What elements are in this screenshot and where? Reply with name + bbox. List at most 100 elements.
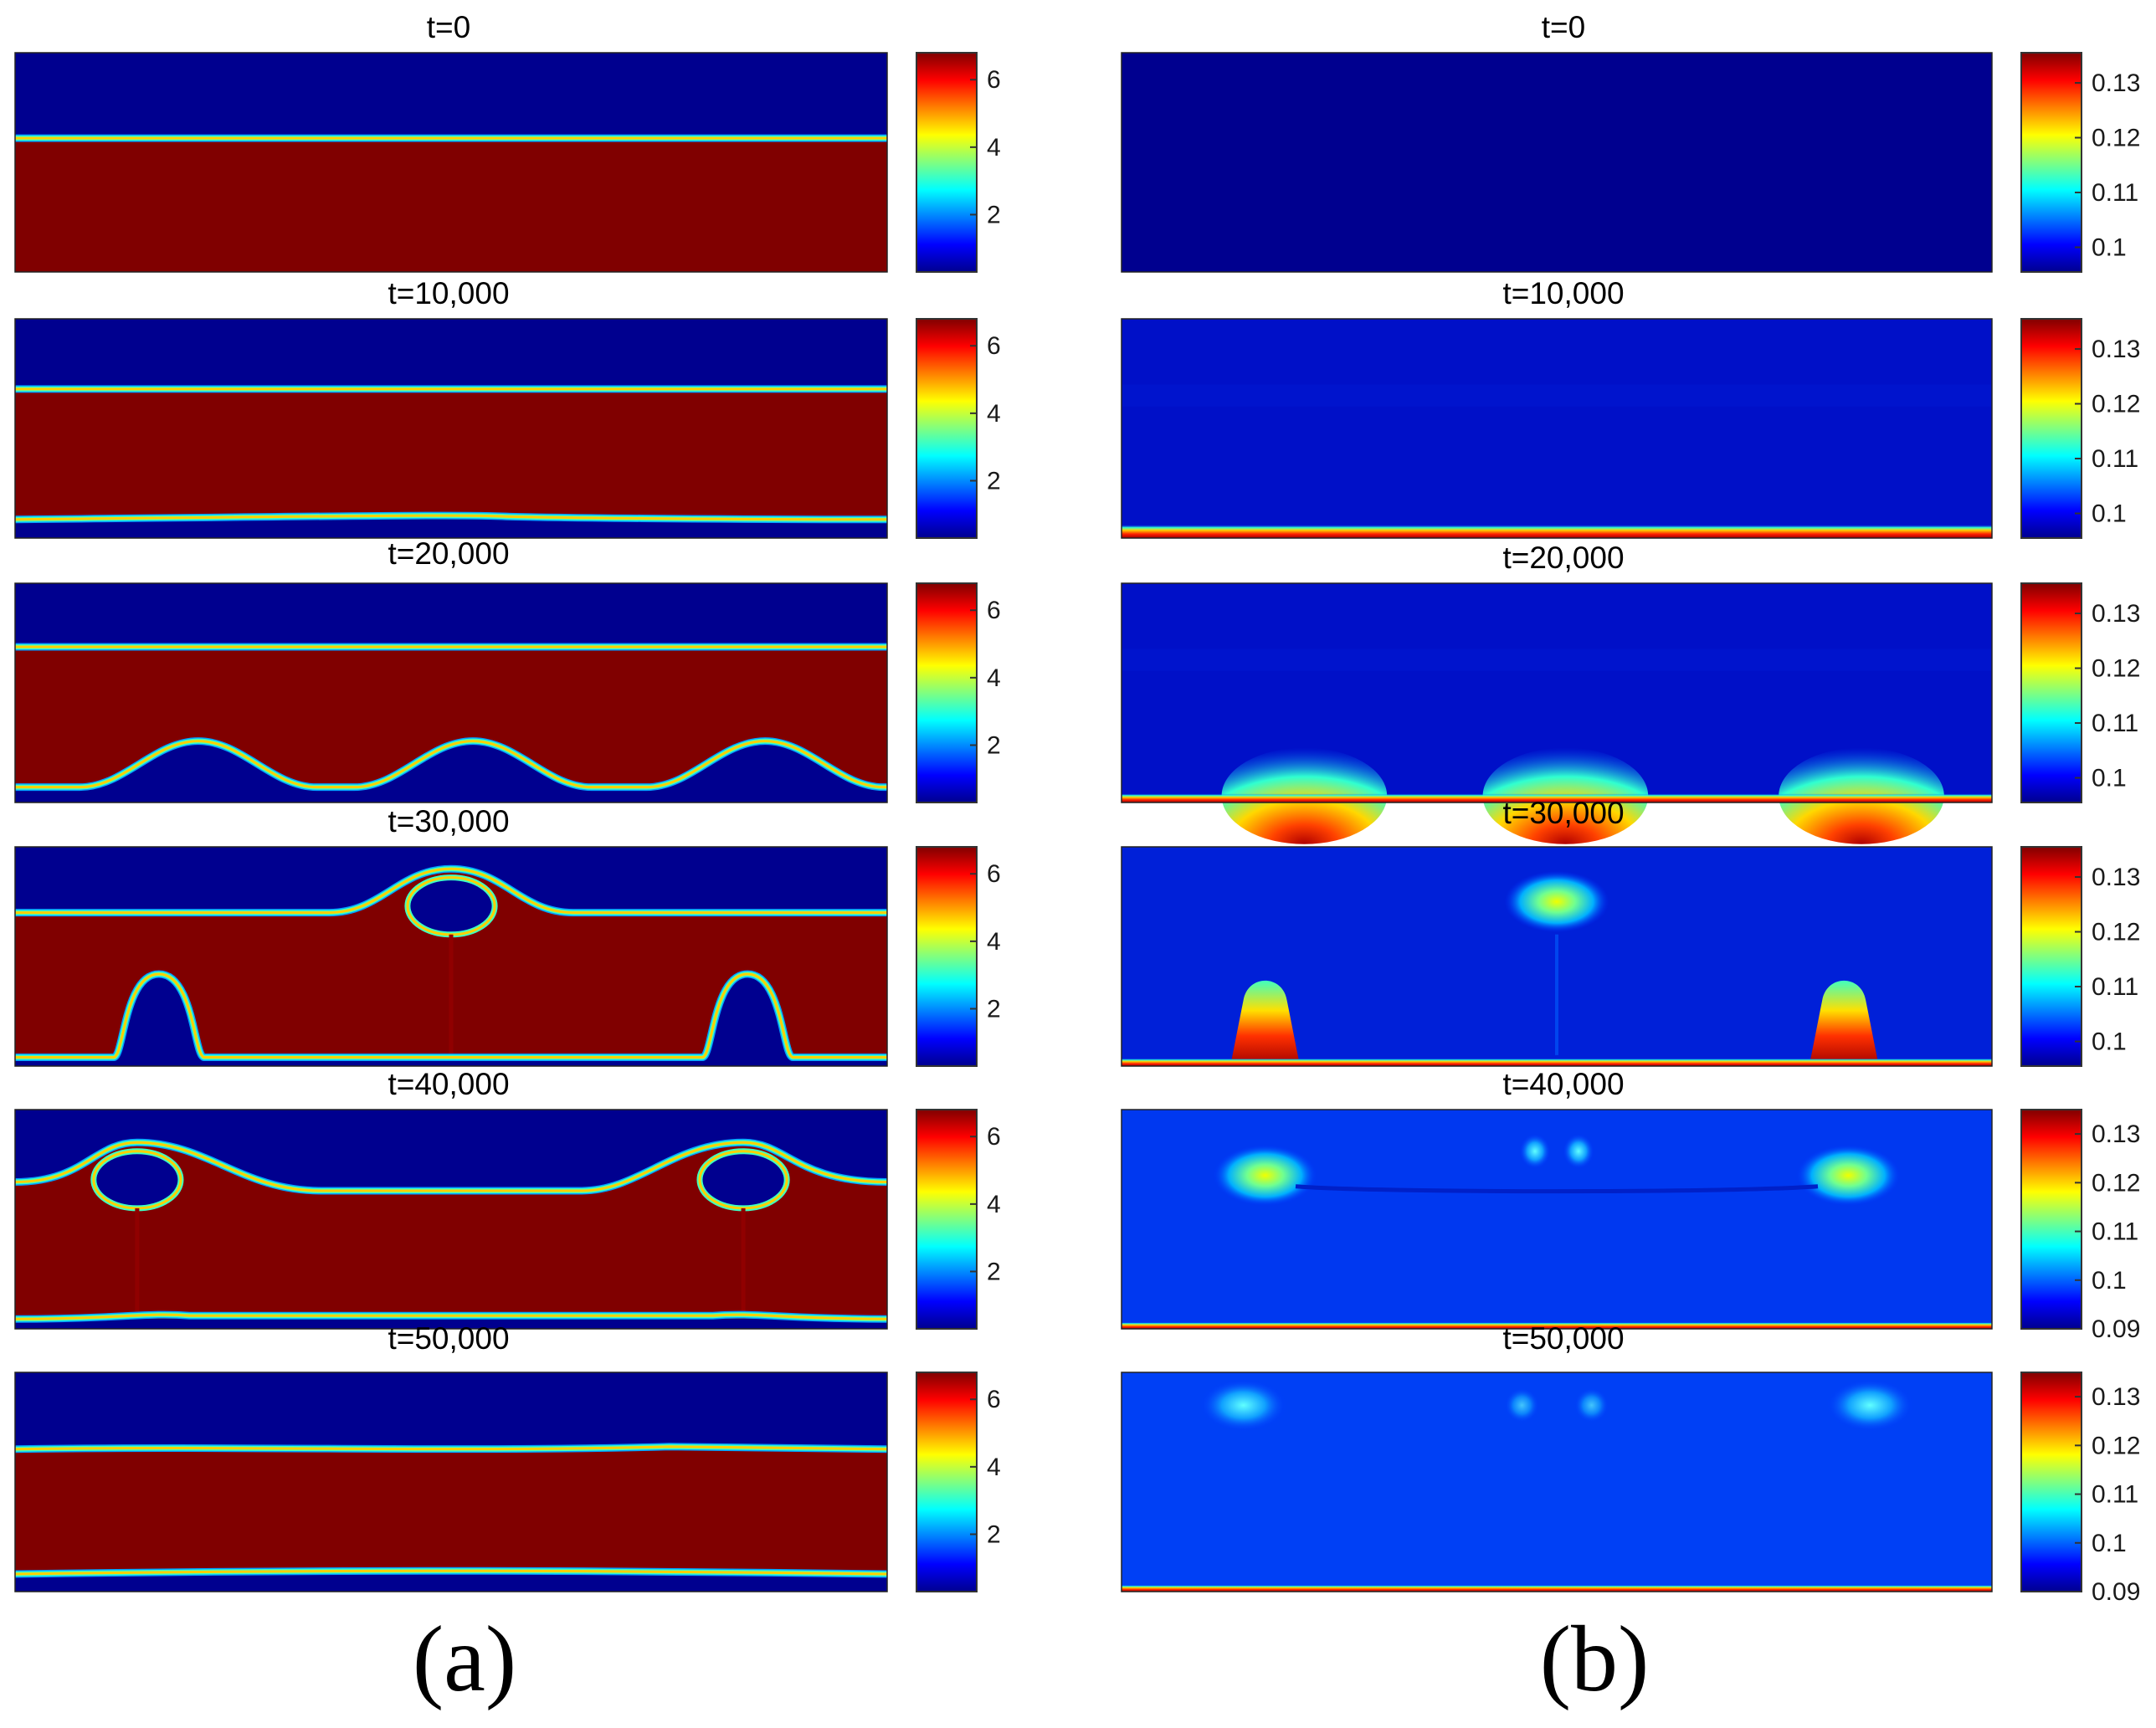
hot-blob (1504, 870, 1609, 933)
colorbar-b-4: 0.09 0.1 0.11 0.12 0.13 (2020, 1109, 2140, 1343)
panel-frame (14, 582, 888, 803)
panel-title: t=40,000 (1502, 1067, 1624, 1101)
colorbar-gradient (916, 318, 978, 539)
layer-band (1122, 649, 1992, 671)
weak-blob-1 (1519, 1133, 1551, 1169)
colorbar-a-5: 2 4 6 (916, 1372, 1001, 1592)
colorbar-tick-label: 0.12 (2092, 125, 2140, 152)
panel-b-1 (1122, 319, 1992, 538)
colorbar-tick-label: 0.1 (2092, 1530, 2127, 1557)
colorbar-tick-label: 0.13 (2092, 864, 2140, 891)
upper-fluid (15, 53, 887, 139)
colorbar-tick-label: 0.11 (2092, 973, 2138, 1001)
bottom-interface (14, 1313, 888, 1320)
interface-line (14, 1141, 888, 1192)
hot-blob-2 (1796, 1144, 1901, 1207)
colorbar-gradient (2020, 582, 2082, 803)
weak-blob-1 (1199, 1378, 1287, 1432)
boundary-layer (1122, 1322, 1992, 1329)
colorbar-a-0: 2 4 6 (916, 52, 1001, 273)
colorbar-tick-label: 6 (987, 597, 1001, 624)
colorbar-tick-label: 4 (987, 134, 1001, 162)
panel-title: t=0 (427, 10, 470, 44)
colorbar-tick-label: 0.11 (2092, 1218, 2138, 1246)
interface-line (15, 867, 887, 915)
colorbar-a-4: 2 4 6 (916, 1109, 1001, 1330)
colorbar-tick-label: 0.12 (2092, 391, 2140, 418)
panel-a-5 (14, 1372, 888, 1592)
colorbar-tick-label: 4 (987, 928, 1001, 956)
colorbar-tick-label: 4 (987, 1191, 1001, 1218)
colorbar-tick-label: 2 (987, 201, 1001, 228)
colorbar-tick-label: 0.09 (2092, 1315, 2140, 1343)
panel-title: t=50,000 (1502, 1321, 1624, 1356)
upper-fluid (15, 1110, 887, 1191)
panel-title: t=20,000 (388, 536, 509, 571)
panel-title: t=40,000 (388, 1067, 509, 1101)
interface-line (14, 1445, 888, 1451)
colorbar-gradient (916, 582, 978, 803)
panel-frame (1121, 582, 1993, 803)
colorbar-a-1: 2 4 6 (916, 318, 1001, 539)
colorbar-b-0: 0.1 0.11 0.12 0.13 (2020, 52, 2140, 273)
colorbar-tick-label: 6 (987, 66, 1001, 94)
upper-fluid (15, 847, 887, 913)
panel-frame (14, 1109, 888, 1330)
panel-frame (1121, 1109, 1993, 1330)
panel-title: t=30,000 (388, 804, 509, 838)
panel-title: t=0 (1542, 10, 1585, 44)
panel-frame (1121, 52, 1993, 273)
colorbar-b-2: 0.1 0.11 0.12 0.13 (2020, 582, 2140, 803)
colorbar-b-3: 0.1 0.11 0.12 0.13 (2020, 846, 2140, 1067)
faint-blob-2 (1573, 1387, 1609, 1423)
weak-blob-2 (1563, 1133, 1594, 1169)
boundary-layer (1122, 1585, 1992, 1592)
colorbar-tick-label: 0.12 (2092, 1432, 2140, 1459)
colorbar-gradient (2020, 1109, 2082, 1330)
colorbar-tick-label: 0.09 (2092, 1578, 2140, 1606)
lower-fluid (15, 1574, 887, 1592)
faint-blob-1 (1504, 1387, 1540, 1423)
panel-a-1 (14, 319, 888, 538)
colorbar-tick-label: 0.1 (2092, 765, 2127, 792)
boundary-layer (1122, 793, 1992, 802)
panel-frame (14, 318, 888, 539)
bubble-edge (698, 1150, 788, 1210)
colorbar-tick-label: 2 (987, 1258, 1001, 1285)
plume-1 (1230, 980, 1301, 1066)
colorbar-tick-label: 0.11 (2092, 1481, 2138, 1509)
colorbar-gradient (2020, 846, 2082, 1067)
colorbar-tick-label: 2 (987, 995, 1001, 1023)
colorbar-gradient (916, 1109, 978, 1330)
panel-frame (14, 846, 888, 1067)
panel-title: t=10,000 (388, 276, 509, 310)
panel-frame (1121, 1372, 1993, 1592)
bubble-edge (92, 1150, 182, 1210)
colorbar-tick-label: 0.13 (2092, 336, 2140, 363)
colorbar-a-2: 2 4 6 (916, 582, 1001, 803)
layer-band (1122, 384, 1992, 407)
panel-b-5 (1122, 1372, 1992, 1592)
colorbar-tick-label: 6 (987, 860, 1001, 888)
colorbar-tick-label: 2 (987, 467, 1001, 495)
panel-b-3 (1122, 847, 1992, 1066)
colorbar-tick-label: 0.1 (2092, 234, 2127, 262)
colorbar-tick-label: 0.12 (2092, 919, 2140, 946)
colorbar-tick-label: 0.1 (2092, 1267, 2127, 1295)
colorbar-tick-label: 2 (987, 731, 1001, 759)
colorbar-gradient (2020, 318, 2082, 539)
lower-fluid (15, 519, 887, 538)
hot-blob-1 (1213, 1144, 1317, 1207)
upper-fluid (15, 1372, 887, 1449)
colorbar-tick-label: 0.1 (2092, 500, 2127, 528)
interface-trace (1295, 1184, 1819, 1194)
panel-field (1122, 1110, 1992, 1329)
panel-frame (1121, 318, 1993, 539)
panel-b-4 (1122, 1110, 1992, 1329)
colorbar-tick-label: 0.13 (2092, 69, 2140, 97)
bottom-interface (15, 972, 887, 1059)
panel-a-4 (14, 1110, 888, 1329)
colorbar-tick-label: 2 (987, 1520, 1001, 1548)
panel-frame (1121, 846, 1993, 1067)
panel-frame (14, 52, 888, 273)
